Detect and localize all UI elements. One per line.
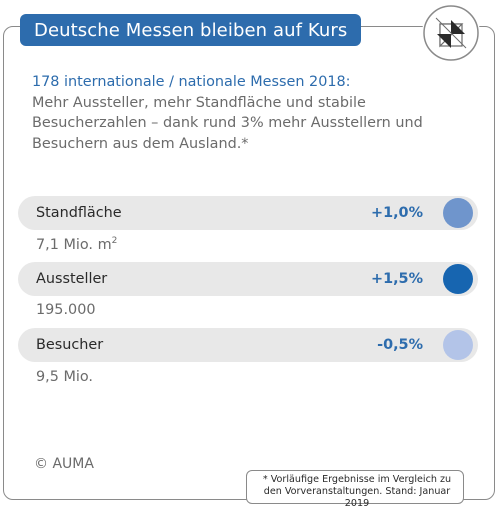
metric-label: Standfläche [36,205,122,221]
copyright: © AUMA [34,456,94,472]
metric-dot [443,330,473,360]
metric-change: -0,5% [377,337,423,353]
metric-dot [443,264,473,294]
metric-value: 9,5 Mio. [36,369,94,385]
page-title-text: Deutsche Messen bleiben auf Kurs [34,19,348,41]
metric-bar-standflaeche: Standfläche +1,0% [18,196,478,230]
metric-label: Aussteller [36,271,108,287]
metric-bar-besucher: Besucher -0,5% [18,328,478,362]
intro-text: 178 internationale / nationale Messen 20… [32,72,472,154]
page-title: Deutsche Messen bleiben auf Kurs [20,14,362,46]
auma-logo-icon [422,4,480,62]
intro-body: Mehr Aussteller, mehr Standfläche und st… [32,94,423,152]
metric-dot [443,198,473,228]
metric-label: Besucher [36,337,104,353]
metric-change: +1,5% [371,271,423,287]
metric-value: 7,1 Mio. m2 [36,236,118,253]
footnote: * Vorläufige Ergebnisse im Vergleich zu … [246,470,464,509]
metric-change: +1,0% [371,205,423,221]
metric-value: 195.000 [36,302,96,318]
metric-bar-aussteller: Aussteller +1,5% [18,262,478,296]
intro-lead: 178 internationale / nationale Messen 20… [32,74,351,90]
